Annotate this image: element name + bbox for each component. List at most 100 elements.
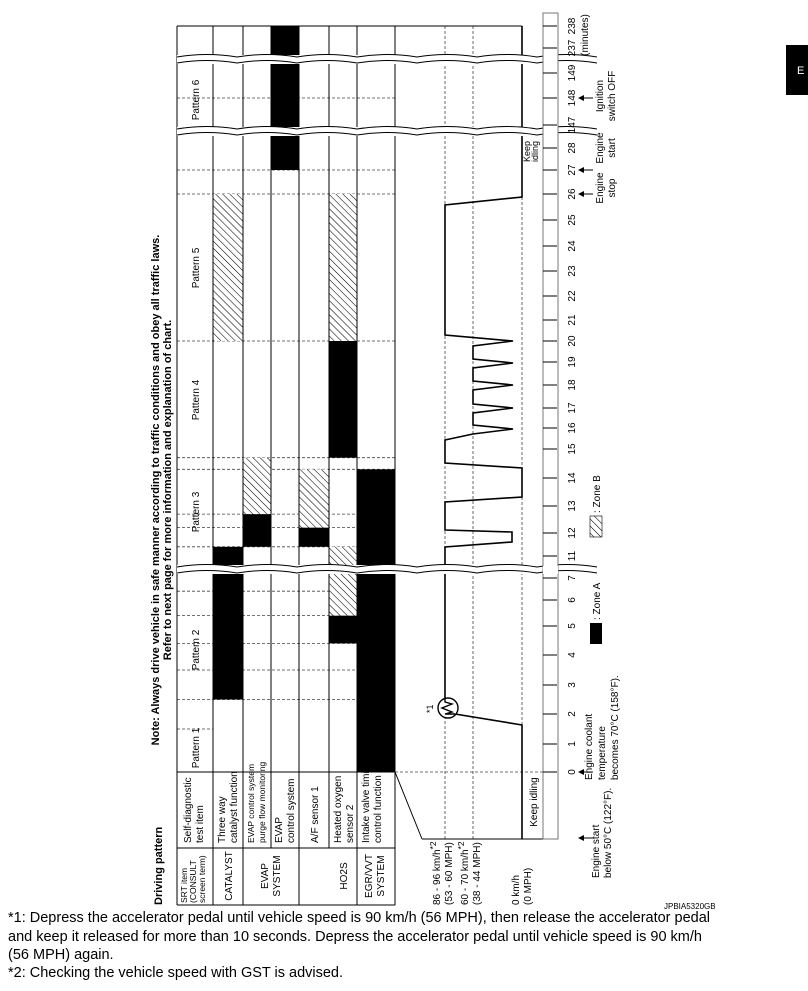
keep-idling-top-label: Keep [522, 141, 532, 162]
zone-b-label: : Zone B [592, 475, 603, 513]
row-item-ivt: Intake valve timing [361, 760, 372, 843]
axis-break-band [177, 127, 543, 136]
time-axis-tick-label: 12 [567, 527, 578, 539]
zone-b-block [299, 469, 329, 528]
time-axis-tick-label: 4 [567, 652, 578, 658]
footnote-1-line3: (56 MPH) again. [8, 947, 114, 963]
axis-break-line [176, 564, 598, 568]
time-axis-tick-label: 1 [567, 741, 578, 747]
svg-text:below 50°C (122°F).: below 50°C (122°F). [603, 788, 614, 878]
footnote-2: *2: Checking the vehicle speed with GST … [8, 965, 344, 981]
zone-b-block [329, 194, 357, 341]
pattern-1-label: Pattern 1 [191, 727, 202, 768]
time-axis-tick-label: 5 [567, 623, 578, 629]
zone-a-swatch [590, 623, 602, 644]
keep-idling-label: Keep idling [529, 777, 540, 826]
footnote-1-line2: and keep it released for more than 10 se… [8, 929, 702, 945]
time-axis-tick-label: 148 [567, 89, 578, 106]
arrow-coolant-icon-head [578, 769, 584, 775]
footnote-1-marker: *1 [425, 704, 435, 713]
svg-text:switch OFF: switch OFF [607, 71, 618, 122]
time-axis-tick-label: 20 [567, 335, 578, 347]
zone-b-block [243, 457, 271, 515]
time-axis-tick-label: 17 [567, 402, 578, 414]
time-axis-tick-label: 149 [567, 64, 578, 81]
time-axis-tick-label: 28 [567, 142, 578, 154]
header-test-item: Self-diagnostic [183, 777, 194, 843]
arrow-engine-start-icon-head [578, 167, 584, 173]
pattern-3-label: Pattern 3 [191, 491, 202, 532]
srt-ho2s: HO2S [339, 862, 350, 890]
row-item-evap-purge: purge flow monitoring [257, 761, 267, 843]
pattern-6-label: Pattern 6 [191, 79, 202, 120]
zone-a-block [329, 615, 357, 644]
pattern-5-label: Pattern 5 [191, 247, 202, 288]
srt-evap: SYSTEM [272, 855, 283, 896]
time-axis-tick-label: 0 [567, 769, 578, 775]
time-axis-tick-label: 26 [567, 188, 578, 200]
speed-area-diagonal [394, 771, 423, 840]
row-item-evap-control: control system [286, 779, 297, 843]
annotation-ignition-off: Ignition switch OFF [595, 71, 618, 122]
safety-note-line2: Refer to next page for more information … [162, 320, 174, 660]
svg-text:Engine coolant: Engine coolant [584, 714, 595, 780]
svg-text:temperature: temperature [597, 726, 608, 780]
zone-a-label: : Zone A [592, 582, 603, 620]
pattern-4-label: Pattern 4 [191, 379, 202, 420]
axis-break-band [177, 55, 543, 64]
row-item-evap-control: EVAP [274, 817, 285, 843]
axis-break-band [543, 566, 558, 574]
row-item-evap-purge: EVAP control system [246, 764, 256, 843]
zone-a-block [243, 514, 271, 547]
arrow-ignition-off-icon-head [578, 95, 584, 101]
svg-text:Engine start: Engine start [591, 824, 602, 878]
srt-evap: EVAP [260, 863, 271, 889]
svg-text:start: start [607, 138, 618, 158]
time-axis-tick-label: 147 [567, 116, 578, 133]
time-axis-tick-label: 18 [567, 379, 578, 391]
accelerator-zigzag-icon [440, 698, 455, 715]
time-axis-tick-label: 21 [567, 314, 578, 326]
time-axis-tick-label: 25 [567, 214, 578, 226]
time-axis-tick-label: 7 [567, 575, 578, 581]
annotation-engine-start: Engine start [595, 132, 618, 164]
row-item-ho2s2: sensor 2 [345, 804, 356, 843]
header-srt-item: SRT item [179, 868, 189, 903]
svg-text:stop: stop [607, 178, 618, 197]
row-item-ho2s2: Heated oxygen [333, 776, 344, 843]
annotation-engine-stop: Engine stop [595, 172, 618, 204]
svg-text:Ignition: Ignition [595, 80, 606, 112]
speed-high-mph: (53 - 60 MPH) [444, 842, 455, 905]
header-test-item: test item [195, 805, 206, 843]
row-item-ivt: control function [373, 775, 384, 843]
time-axis-tick-label: 2 [567, 711, 578, 717]
arrow-engine-stop-icon-head [578, 191, 584, 197]
time-axis-tick-label: 16 [567, 422, 578, 434]
section-tab-letter: E [797, 65, 804, 77]
figure-id: JPBIA5320GB [664, 902, 716, 911]
annotation-coolant-temp: Engine coolant temperature becomes 70°C … [584, 675, 621, 780]
srt-egr-vvt: SYSTEM [376, 855, 387, 896]
time-axis-tick-label: 3 [567, 682, 578, 688]
speed-zero-kmh: 0 km/h [511, 875, 522, 905]
time-axis-tick-label: 22 [567, 290, 578, 302]
speed-mid-mph: (38 - 44 MPH) [472, 842, 483, 905]
section-tab[interactable] [786, 45, 808, 95]
time-axis-tick-label: 6 [567, 597, 578, 603]
arrow-engine-start-cold-icon-head [578, 835, 584, 841]
srt-egr-vvt: EGR/VVT [364, 854, 375, 898]
zone-b-block [213, 194, 243, 341]
axis-break-line [176, 126, 598, 130]
svg-text:Engine: Engine [595, 172, 606, 204]
diagram-title: Driving pattern [153, 826, 165, 905]
speed-high-kmh: 86 - 96 km/h*2 [428, 841, 443, 905]
srt-catalyst: CATALYST [224, 851, 235, 900]
header-srt-item: screen term) [197, 855, 207, 903]
time-axis-tick-label: 13 [567, 500, 578, 512]
footnote-1-line1: *1: Depress the accelerator pedal until … [8, 910, 711, 926]
zone-a-block [329, 341, 357, 458]
vehicle-speed-trace [444, 26, 523, 698]
time-axis-tick-label: 238 [567, 17, 578, 34]
time-axis-unit: (minutes) [580, 14, 591, 56]
time-axis-tick-label: 15 [567, 443, 578, 455]
